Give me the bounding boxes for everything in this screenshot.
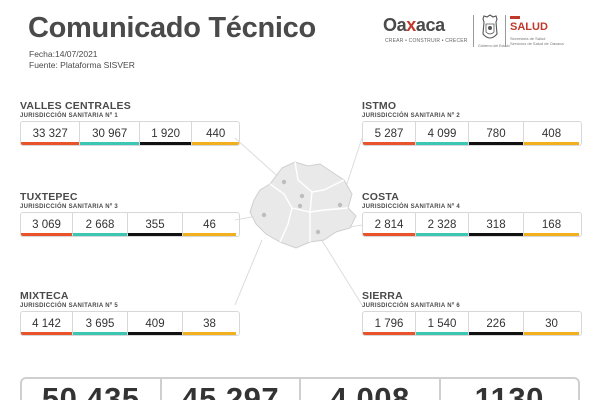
region-stats: 3 069 2 668 355 46: [20, 212, 240, 237]
stat-cell: 30: [524, 312, 579, 335]
stat-cell: 2 328: [416, 213, 469, 236]
stat-cell: 1 920: [139, 122, 193, 145]
stat-cell: 408: [524, 122, 579, 145]
region-costa: COSTA JURISDICCIÓN SANITARIA Nº 4 2 814 …: [362, 191, 582, 237]
logo-divider: [505, 15, 506, 47]
region-name: VALLES CENTRALES: [20, 100, 131, 112]
salud-logo: SALUD: [510, 21, 548, 33]
total-cell: 50 435: [22, 379, 162, 400]
region-name: SIERRA: [362, 290, 403, 302]
region-sierra: SIERRA JURISDICCIÓN SANITARIA Nº 6 1 796…: [362, 290, 582, 336]
connector-line: [234, 137, 285, 183]
region-tuxtepec: TUXTEPEC JURISDICCIÓN SANITARIA Nº 3 3 0…: [20, 191, 240, 237]
stat-cell: 440: [192, 122, 239, 145]
stat-cell: 38: [183, 312, 236, 335]
total-cell: 4 008: [301, 379, 441, 400]
region-jurisdiction: JURISDICCIÓN SANITARIA Nº 4: [362, 204, 460, 210]
stat-cell: 5 287: [363, 122, 416, 145]
oaxaca-logo: Oaxaca: [383, 15, 445, 36]
logo-group: Oaxaca CREAR • CONSTRUIR • CRECER Gobier…: [383, 12, 588, 52]
salud-subtitle-line: Secretaría de Salud: [510, 36, 546, 41]
salud-accent-icon: [510, 16, 520, 19]
stat-cell: 4 142: [21, 312, 73, 335]
totals-row: 50 435 45 297 4 008 1130: [20, 377, 580, 400]
stat-cell: 3 069: [21, 213, 73, 236]
region-stats: 4 142 3 695 409 38: [20, 311, 240, 336]
oaxaca-tagline: CREAR • CONSTRUIR • CRECER: [385, 38, 468, 44]
region-stats: 5 287 4 099 780 408: [362, 121, 582, 146]
stat-cell: 318: [469, 213, 524, 236]
region-name: COSTA: [362, 191, 399, 203]
stat-cell: 46: [183, 213, 236, 236]
stat-cell: 355: [128, 213, 183, 236]
region-istmo: ISTMO JURISDICCIÓN SANITARIA Nº 2 5 287 …: [362, 100, 582, 146]
oaxaca-logo-x: x: [406, 15, 416, 35]
seal-label: Gobierno del Estado: [478, 44, 510, 48]
stat-cell: 409: [128, 312, 183, 335]
report-date: Fecha:14/07/2021: [29, 49, 98, 59]
region-jurisdiction: JURISDICCIÓN SANITARIA Nº 2: [362, 113, 460, 119]
region-stats: 33 327 30 967 1 920 440: [20, 121, 240, 146]
map-point: [297, 203, 303, 209]
oaxaca-logo-part: aca: [415, 15, 445, 35]
region-jurisdiction: JURISDICCIÓN SANITARIA Nº 6: [362, 303, 460, 309]
map-point: [299, 193, 305, 199]
total-cell: 45 297: [162, 379, 301, 400]
map-point: [337, 202, 343, 208]
oaxaca-map-icon: [249, 161, 357, 249]
region-jurisdiction: JURISDICCIÓN SANITARIA Nº 1: [20, 113, 118, 119]
stat-cell: 2 668: [73, 213, 128, 236]
stat-cell: 33 327: [21, 122, 81, 145]
region-mixteca: MIXTECA JURISDICCIÓN SANITARIA Nº 5 4 14…: [20, 290, 240, 336]
map-point: [281, 179, 287, 185]
logo-divider: [473, 15, 474, 47]
map-point: [315, 229, 321, 235]
region-stats: 1 796 1 540 226 30: [362, 311, 582, 336]
region-valles-centrales: VALLES CENTRALES JURISDICCIÓN SANITARIA …: [20, 100, 240, 146]
map-point: [261, 212, 267, 218]
oaxaca-logo-part: Oa: [383, 15, 407, 35]
region-name: TUXTEPEC: [20, 191, 78, 203]
stat-cell: 2 814: [363, 213, 416, 236]
region-jurisdiction: JURISDICCIÓN SANITARIA Nº 3: [20, 204, 118, 210]
stat-cell: 780: [469, 122, 524, 145]
salud-subtitle-line: Servicios de Salud de Oaxaca: [510, 41, 564, 46]
connector-line: [234, 239, 263, 306]
data-source: Fuente: Plataforma SISVER: [29, 60, 135, 70]
region-name: MIXTECA: [20, 290, 69, 302]
page-title: Comunicado Técnico: [28, 12, 316, 44]
stat-cell: 1 796: [363, 312, 416, 335]
stat-cell: 226: [469, 312, 524, 335]
stat-cell: 4 099: [416, 122, 469, 145]
stat-cell: 1 540: [416, 312, 469, 335]
state-seal-icon: [482, 14, 498, 39]
region-jurisdiction: JURISDICCIÓN SANITARIA Nº 5: [20, 303, 118, 309]
stat-cell: 168: [524, 213, 579, 236]
region-stats: 2 814 2 328 318 168: [362, 212, 582, 237]
region-name: ISTMO: [362, 100, 397, 112]
total-cell: 1130: [474, 381, 544, 400]
stat-cell: 3 695: [73, 312, 128, 335]
salud-subtitle: Secretaría de Salud Servicios de Salud d…: [510, 36, 570, 46]
stat-cell: 30 967: [80, 122, 140, 145]
